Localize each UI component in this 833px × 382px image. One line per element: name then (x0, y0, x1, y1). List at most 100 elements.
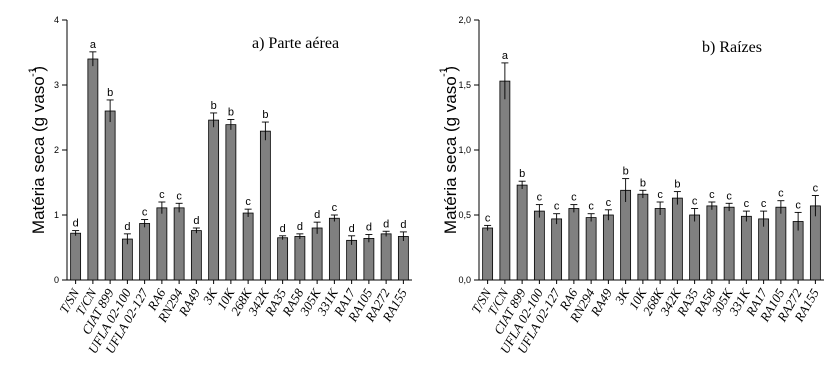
bar (689, 214, 701, 281)
significance-letter: d (297, 221, 303, 233)
bar (190, 230, 202, 281)
bar (156, 207, 168, 281)
significance-letter: c (245, 196, 251, 208)
significance-letter: d (280, 223, 286, 235)
significance-letter: c (744, 198, 750, 210)
significance-letter: c (537, 192, 543, 204)
chart-panel-2: 0,0 0,5 1,0 1,5 2,0 Matéria seca (g vaso )-1 b… (438, 15, 824, 356)
bar (311, 227, 323, 281)
bar (363, 237, 375, 281)
y-tick-label: 0 (54, 275, 59, 285)
y-tick-label: 4 (54, 15, 59, 25)
y-tick-label: 2 (54, 145, 59, 155)
bar (533, 210, 545, 281)
bar (380, 233, 392, 281)
significance-letter: a (502, 50, 509, 62)
significance-letter: b (674, 179, 680, 191)
chart-panel-1: 0 1 2 3 4 Matéria seca (g vaso )-1 a) Parte aé… (27, 15, 412, 356)
significance-letter: c (176, 190, 182, 202)
bar (602, 214, 614, 281)
panel-title: a) Parte aérea (252, 35, 339, 52)
significance-letter: c (778, 188, 784, 200)
significance-letter: b (262, 109, 268, 121)
significance-letter: b (228, 106, 234, 118)
bar (671, 197, 683, 281)
bar (242, 212, 254, 281)
significance-letter: d (349, 223, 355, 235)
significance-letter: b (623, 166, 629, 178)
bar (809, 205, 821, 281)
bar (585, 217, 597, 281)
bar (740, 215, 752, 281)
bar (516, 184, 528, 281)
y-axis-label: Matéria seca (g vaso ) (29, 66, 48, 234)
bar (654, 208, 666, 281)
significance-letter: c (332, 202, 338, 214)
y-tick-label: 0,5 (458, 210, 471, 220)
significance-letter: b (640, 177, 646, 189)
y-tick-label: 2,0 (458, 15, 471, 25)
bar (568, 208, 580, 281)
bar (397, 236, 409, 281)
bar (482, 227, 494, 281)
y-axis-label-main: Matéria seca (g vaso ) (29, 66, 48, 234)
bar (775, 206, 787, 281)
significance-letter: d (383, 218, 389, 230)
bar (294, 236, 306, 281)
bar (173, 207, 185, 281)
bar (277, 237, 289, 281)
significance-letter: d (193, 215, 199, 227)
significance-letter: c (692, 196, 698, 208)
y-tick-label: 3 (54, 80, 59, 90)
bar (637, 193, 649, 281)
y-tick-label: 0,0 (458, 275, 471, 285)
bar (706, 205, 718, 281)
bar (208, 119, 220, 281)
y-axis-label: Matéria seca (g vaso ) (441, 66, 460, 234)
significance-letter: c (813, 183, 819, 195)
significance-letter: c (485, 212, 491, 224)
significance-letter: c (142, 207, 148, 219)
bar (259, 130, 271, 281)
y-tick-label: 1,0 (458, 145, 471, 155)
bar (346, 239, 358, 281)
y-axis-label-exponent: -1 (27, 67, 39, 77)
y-tick-label: 1 (54, 210, 59, 220)
significance-letter: c (588, 201, 594, 213)
significance-letter: d (73, 218, 79, 230)
bar (104, 110, 116, 281)
bar (620, 189, 632, 281)
y-tick-label: 1,5 (458, 80, 471, 90)
y-axis-label-exponent: -1 (438, 67, 450, 77)
significance-letter: c (726, 190, 732, 202)
bar (87, 58, 99, 281)
significance-letter: b (211, 100, 217, 112)
significance-letter: d (314, 209, 320, 221)
bar (723, 206, 735, 281)
bar (121, 238, 133, 281)
bar (139, 223, 151, 281)
bar (551, 218, 563, 281)
significance-letter: c (795, 199, 801, 211)
y-axis-label-main: Matéria seca (g vaso ) (441, 66, 460, 234)
significance-letter: b (107, 87, 113, 99)
bar (70, 232, 82, 281)
significance-letter: b (519, 168, 525, 180)
significance-letter: c (657, 189, 663, 201)
significance-letter: d (366, 222, 372, 234)
significance-letter: c (761, 198, 767, 210)
significance-letter: d (400, 219, 406, 231)
panel-title: b) Raízes (702, 39, 762, 56)
bar (499, 80, 511, 281)
significance-letter: d (124, 221, 130, 233)
significance-letter: c (159, 189, 165, 201)
bar (328, 217, 340, 281)
significance-letter: c (709, 189, 715, 201)
bar (225, 124, 237, 281)
significance-letter: a (90, 39, 97, 51)
significance-letter: c (554, 201, 560, 213)
significance-letter: c (571, 192, 577, 204)
bar (758, 218, 770, 281)
significance-letter: c (606, 197, 612, 209)
